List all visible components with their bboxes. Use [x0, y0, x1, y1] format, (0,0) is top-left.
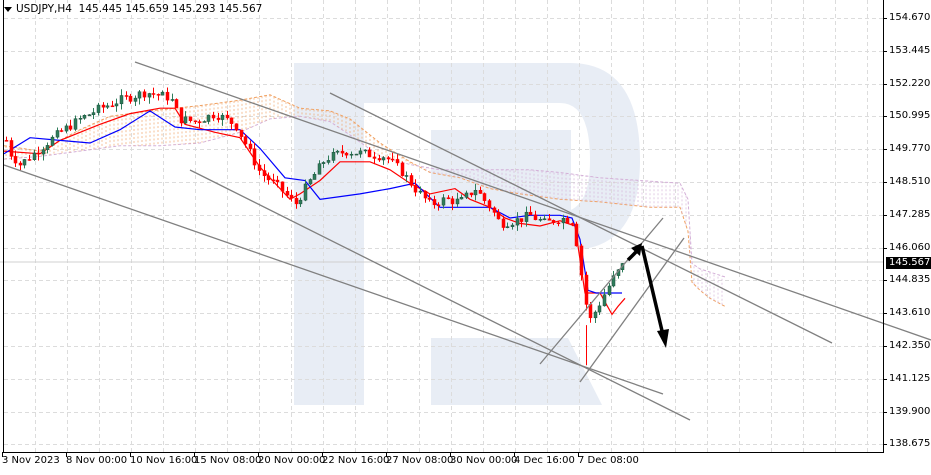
time-tick-label: 20 Nov 00:00: [258, 455, 326, 466]
axis-ticks: [2, 18, 887, 457]
price-tick-label: 148.510: [889, 176, 931, 187]
time-tick-label: 10 Nov 16:00: [130, 455, 198, 466]
collapse-triangle-icon[interactable]: [4, 6, 12, 12]
time-tick-label: 15 Nov 08:00: [194, 455, 262, 466]
price-tick-label: 144.835: [889, 274, 931, 285]
current-price-tag: 145.567: [886, 257, 931, 269]
up-arrow-icon: [631, 243, 642, 256]
time-tick-label: 3 Nov 2023: [2, 455, 60, 466]
price-tick-label: 152.220: [889, 78, 931, 89]
candlesticks: [4, 87, 625, 366]
ohlc-values: 145.445 145.659 145.293 145.567: [78, 3, 263, 15]
watermark-logo: [294, 63, 640, 405]
price-tick-label: 143.610: [889, 307, 931, 318]
price-tick-label: 146.060: [889, 242, 931, 253]
price-tick-label: 142.350: [889, 340, 931, 351]
ichimoku-cloud: [3, 94, 726, 307]
trend-lines[interactable]: [3, 61, 931, 421]
trend-line[interactable]: [189, 169, 691, 421]
trend-line[interactable]: [579, 237, 685, 383]
time-tick-label: 7 Dec 08:00: [578, 455, 639, 466]
price-tick-label: 139.900: [889, 406, 931, 417]
trend-line[interactable]: [539, 217, 664, 365]
time-tick-label: 22 Nov 16:00: [322, 455, 390, 466]
senkou-span-b: [3, 115, 726, 278]
price-tick-label: 154.670: [889, 12, 931, 23]
price-tick-label: 149.770: [889, 143, 931, 154]
price-tick-label: 141.125: [889, 373, 931, 384]
time-tick-label: 27 Nov 08:00: [386, 455, 454, 466]
time-tick-label: 4 Dec 16:00: [514, 455, 575, 466]
trend-line[interactable]: [329, 92, 833, 344]
price-tick-label: 150.995: [889, 110, 931, 121]
price-tick-label: 147.285: [889, 209, 931, 220]
price-tick-label: 138.675: [889, 438, 931, 449]
down-arrow-icon: [657, 329, 669, 348]
symbol-label: USDJPY,H4: [16, 3, 72, 15]
forecast-arrows: [626, 243, 669, 348]
trend-line[interactable]: [3, 164, 664, 395]
chart-grid: [4, 0, 883, 452]
time-tick-label: 30 Nov 00:00: [450, 455, 518, 466]
chart-header[interactable]: USDJPY,H4 145.445 145.659 145.293 145.56…: [4, 3, 265, 15]
senkou-span-a: [3, 94, 726, 307]
kijun-sen-line: [3, 110, 622, 294]
time-tick-label: 8 Nov 00:00: [66, 455, 128, 466]
trend-line[interactable]: [134, 61, 931, 341]
price-tick-label: 153.445: [889, 45, 931, 56]
